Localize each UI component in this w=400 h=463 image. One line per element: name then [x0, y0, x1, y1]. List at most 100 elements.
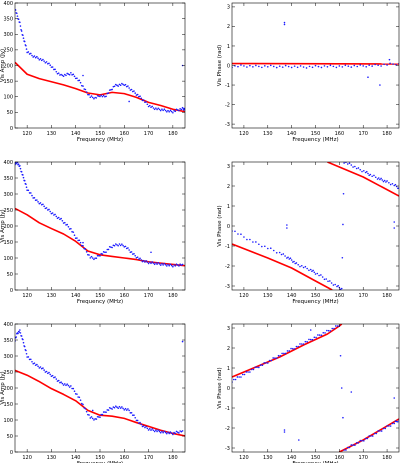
- data-point: [348, 446, 351, 449]
- data-point: [80, 84, 83, 87]
- data-point: [272, 65, 275, 68]
- data-point: [78, 396, 81, 399]
- data-point: [73, 234, 76, 236]
- x-tick-label: 130: [47, 293, 57, 299]
- y-tick-label: 2: [227, 24, 230, 30]
- data-point: [118, 83, 121, 86]
- y-tick-label: 150: [3, 79, 13, 85]
- data-point: [40, 203, 43, 206]
- data-point: [96, 94, 99, 97]
- data-point: [309, 268, 312, 271]
- x-tick-label: 180: [168, 293, 178, 299]
- chart-panel-amp-2: 120 130 140 150 160 170 180 0 50 100 150 200 250 300 3…: [0, 160, 186, 305]
- data-point: [278, 65, 281, 67]
- data-point: [318, 334, 321, 336]
- data-point: [97, 254, 100, 257]
- data-point: [122, 83, 124, 86]
- data-point: [100, 94, 103, 97]
- data-point: [178, 432, 180, 434]
- data-point: [288, 258, 291, 260]
- data-point: [93, 97, 95, 100]
- data-point: [356, 65, 359, 68]
- data-point: [44, 61, 47, 64]
- data-point: [264, 245, 266, 248]
- data-point: [266, 247, 269, 250]
- y-tick-label: 1: [227, 204, 230, 210]
- data-point: [39, 202, 42, 204]
- y-tick-label: 350: [3, 176, 13, 182]
- data-point: [76, 237, 78, 239]
- data-point: [18, 331, 21, 333]
- data-point: [348, 162, 351, 165]
- data-point: [146, 427, 149, 430]
- model-line-0: [232, 243, 333, 290]
- data-point: [338, 65, 341, 67]
- x-tick-label: 130: [47, 131, 57, 137]
- data-point: [85, 91, 88, 93]
- data-point: [89, 257, 92, 259]
- data-point: [377, 177, 380, 179]
- y-tick-label: 0: [227, 63, 230, 69]
- x-tick-label: 160: [120, 455, 130, 461]
- data-point: [272, 357, 274, 359]
- data-point: [297, 345, 300, 348]
- data-point: [180, 108, 183, 111]
- data-point: [112, 406, 115, 408]
- data-point: [123, 84, 126, 87]
- data-point: [131, 253, 134, 255]
- outlier-point: [350, 391, 353, 393]
- y-tick-label: 250: [3, 370, 13, 376]
- data-point: [241, 373, 244, 376]
- data-point: [146, 103, 149, 106]
- y-tick-label: 300: [3, 192, 13, 198]
- data-point: [50, 212, 53, 215]
- data-point: [93, 258, 95, 261]
- data-point: [179, 107, 181, 110]
- data-point: [77, 79, 79, 82]
- data-point: [179, 430, 181, 432]
- data-point: [155, 262, 157, 264]
- data-point: [173, 264, 175, 266]
- data-point: [95, 257, 98, 259]
- outlier-point: [150, 251, 152, 254]
- data-point: [256, 366, 258, 369]
- data-point: [68, 386, 71, 388]
- model-line-0: [15, 61, 185, 113]
- data-point: [306, 341, 308, 343]
- model-line-0: [15, 369, 185, 437]
- data-point: [174, 432, 177, 435]
- data-point: [68, 228, 71, 230]
- data-point: [232, 378, 235, 381]
- y-tick-label: 0: [10, 450, 13, 456]
- data-point: [31, 360, 33, 363]
- data-point: [167, 431, 169, 434]
- data-point: [38, 202, 41, 205]
- outlier-point: [393, 397, 396, 399]
- plot-area: [15, 329, 185, 437]
- data-point: [161, 108, 163, 111]
- data-point: [102, 251, 105, 253]
- y-tick-label: -2: [225, 264, 230, 270]
- data-point: [89, 96, 92, 99]
- data-point: [178, 109, 180, 112]
- data-point: [180, 430, 183, 433]
- data-point: [261, 245, 263, 248]
- data-point: [368, 174, 370, 177]
- data-point: [151, 105, 154, 108]
- data-point: [334, 325, 337, 327]
- data-point: [43, 205, 45, 208]
- data-point: [162, 109, 164, 112]
- data-point: [135, 419, 138, 422]
- data-point: [117, 244, 120, 247]
- outlier-point: [128, 100, 130, 103]
- data-point: [108, 245, 111, 248]
- plot-area: [15, 162, 185, 268]
- data-point: [293, 348, 296, 350]
- outlier-point: [379, 84, 381, 86]
- data-point: [393, 184, 396, 187]
- data-point: [265, 362, 267, 364]
- data-point: [269, 247, 272, 250]
- data-point: [157, 429, 160, 431]
- data-point: [77, 239, 79, 242]
- data-point: [114, 243, 117, 245]
